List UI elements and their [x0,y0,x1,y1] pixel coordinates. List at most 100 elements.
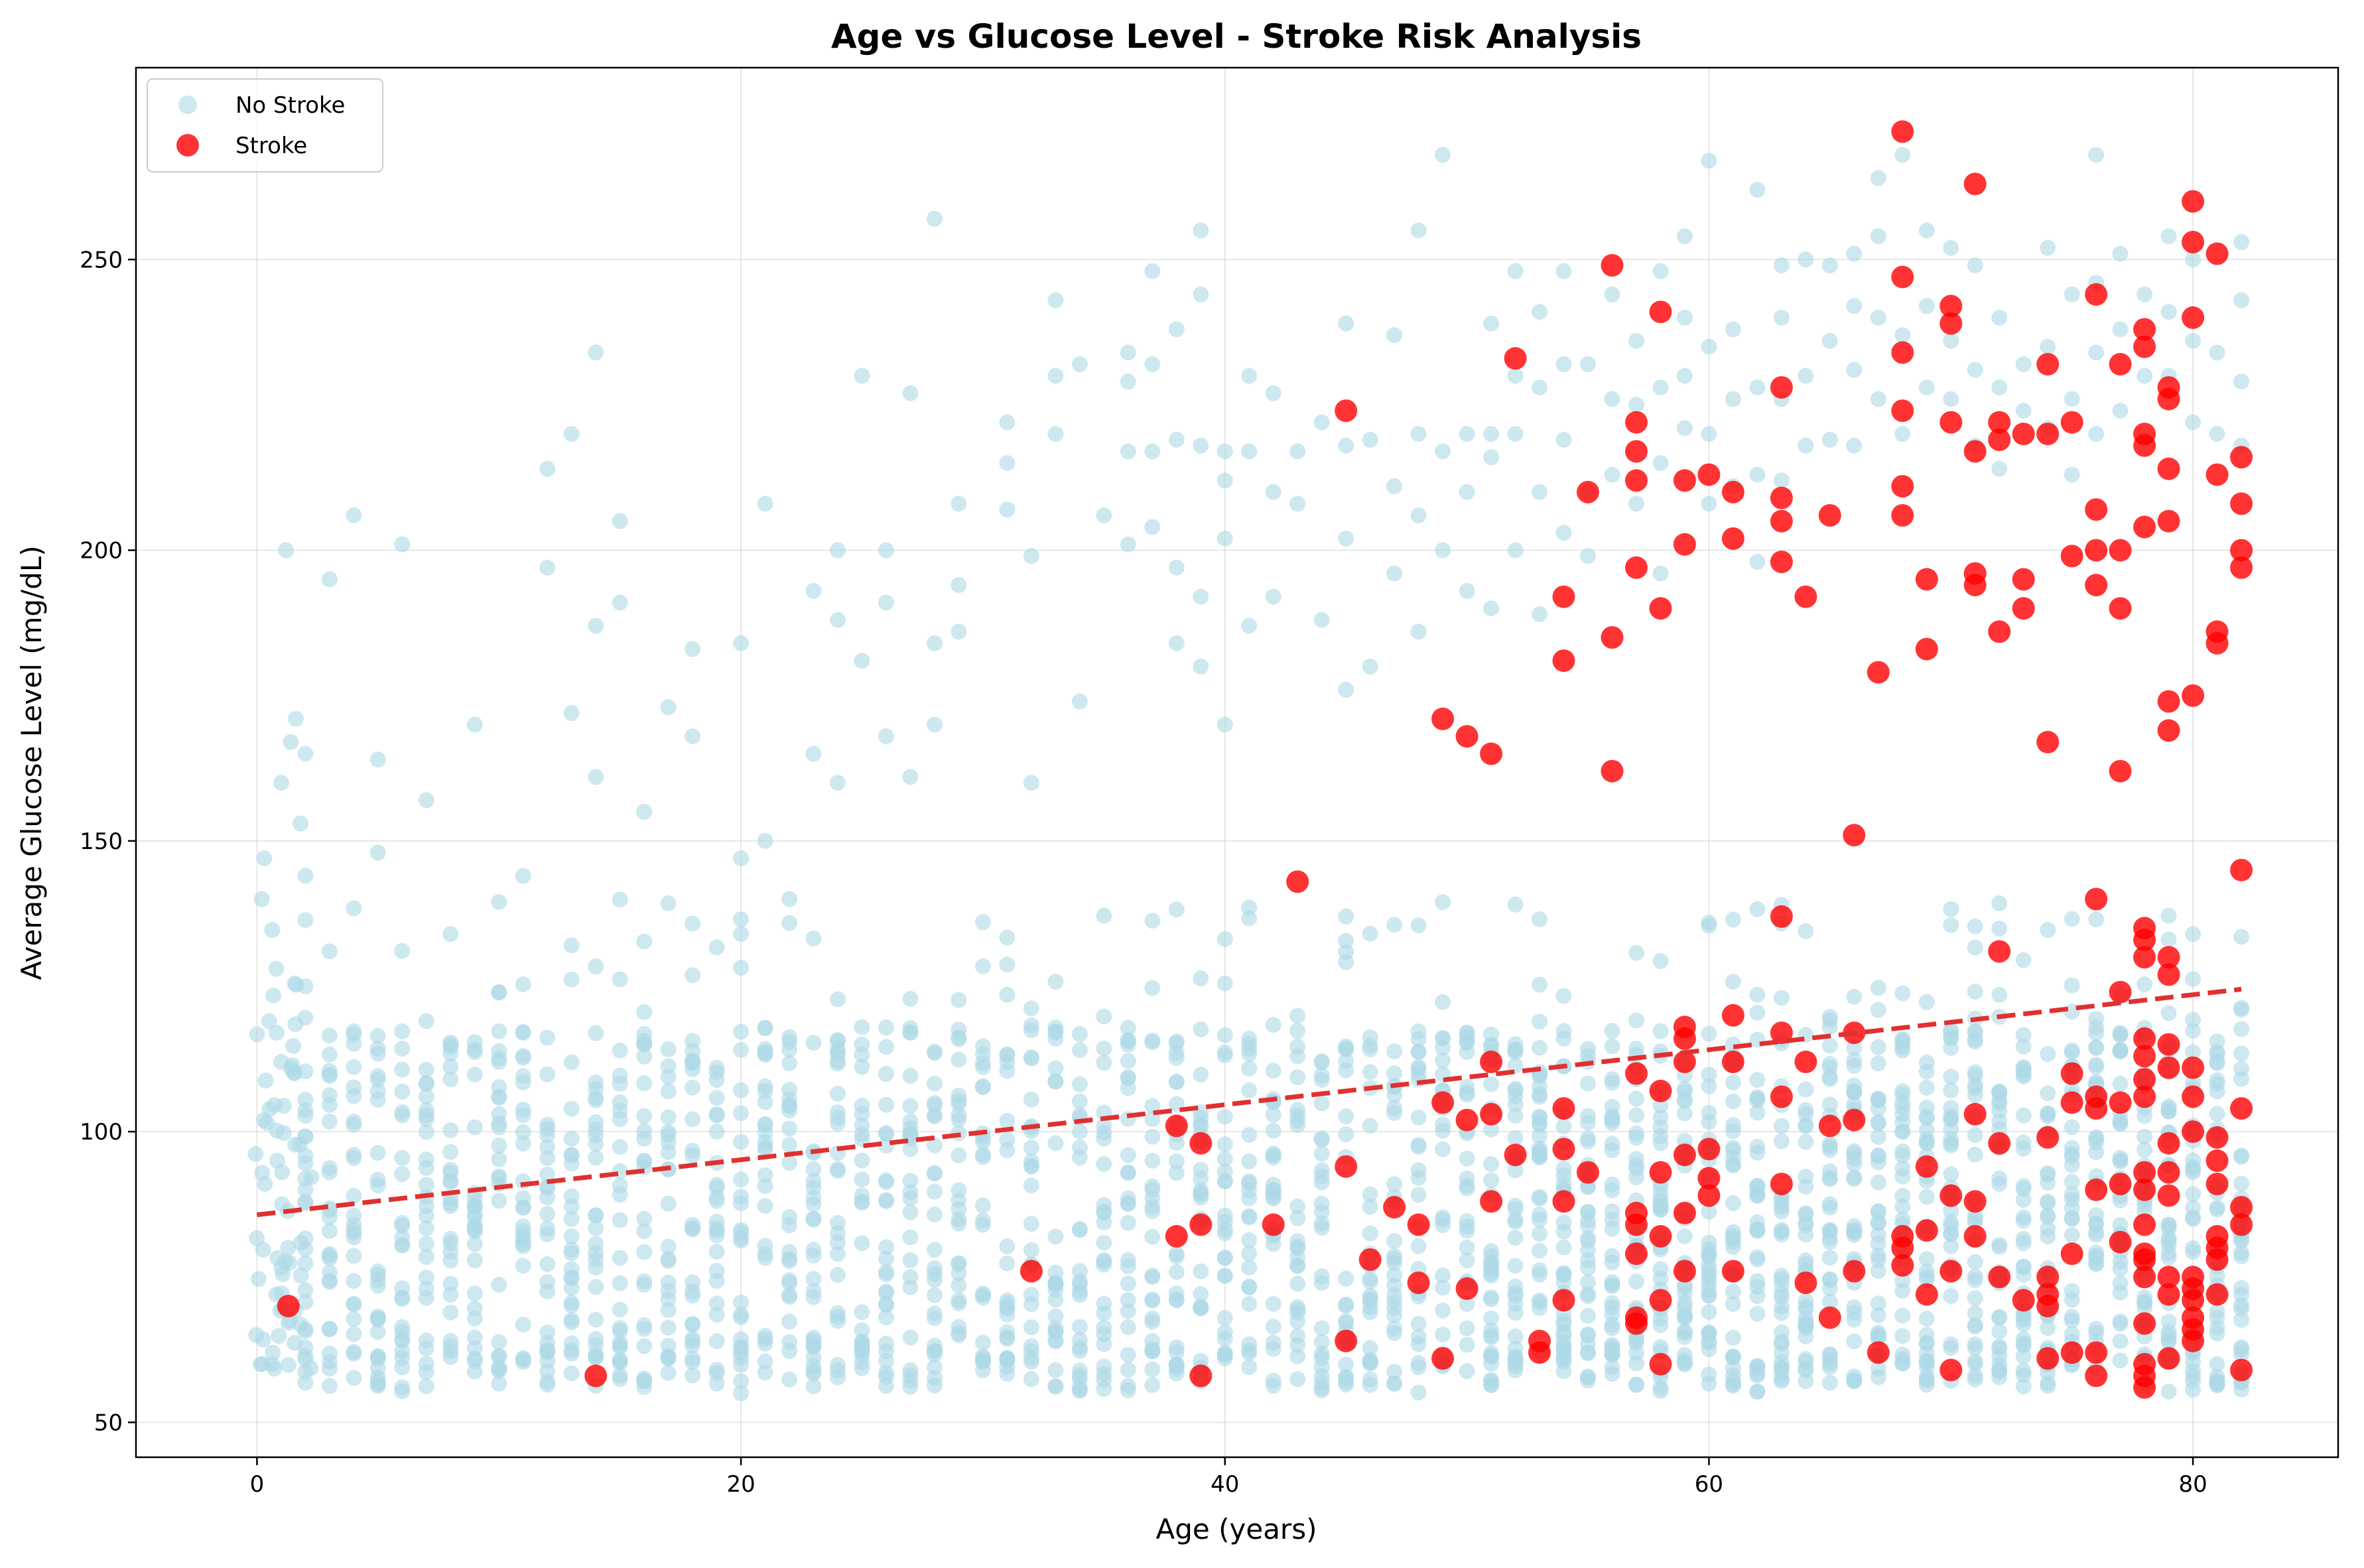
no-stroke-point [2112,1025,2129,1041]
no-stroke-point [2233,373,2250,390]
no-stroke-point [781,1137,798,1153]
no-stroke-point [927,210,943,227]
no-stroke-point [1435,147,1451,163]
no-stroke-point [1918,1327,1935,1343]
no-stroke-point [1193,1067,1209,1083]
no-stroke-point [297,1193,314,1210]
no-stroke-point [2209,1076,2225,1092]
stroke-point [1843,1108,1866,1132]
no-stroke-point [878,542,894,558]
stroke-point [1963,574,1987,597]
no-stroke-point [1120,1053,1136,1069]
no-stroke-point [733,1294,750,1311]
no-stroke-point [1459,582,1475,599]
no-stroke-point [878,1297,894,1313]
no-stroke-point [927,635,943,651]
no-stroke-point [1749,1104,1766,1121]
no-stroke-point [1894,1106,1911,1122]
no-stroke-point [1628,945,1644,961]
stroke-point [1552,585,1575,608]
no-stroke-point [1773,1224,1790,1240]
no-stroke-point [563,1054,580,1071]
no-stroke-point [321,1378,338,1394]
no-stroke-point [539,460,556,477]
no-stroke-point [1386,1105,1403,1121]
no-stroke-point [1846,245,1863,262]
no-stroke-point [1265,1319,1281,1335]
no-stroke-point [1725,1228,1741,1244]
no-stroke-point [2015,1038,2032,1055]
no-stroke-point [974,1212,991,1229]
no-stroke-point [781,1334,798,1350]
no-stroke-point [269,1025,285,1041]
no-stroke-point [902,1024,919,1041]
no-stroke-point [927,1108,943,1124]
no-stroke-point [1047,1264,1064,1281]
legend-box [147,78,383,172]
no-stroke-point [515,1258,531,1274]
no-stroke-point [442,926,459,943]
no-stroke-point [636,1338,653,1354]
no-stroke-point [1386,1267,1403,1283]
no-stroke-point [1483,1121,1500,1138]
no-stroke-point [1435,1279,1451,1296]
no-stroke-point [418,1340,434,1357]
no-stroke-point [515,1101,531,1118]
no-stroke-point [269,1152,285,1169]
no-stroke-point [757,495,773,512]
no-stroke-point [1773,472,1790,489]
no-stroke-point [1821,1280,1838,1297]
no-stroke-point [781,1209,798,1225]
no-stroke-point [1604,1278,1620,1294]
no-stroke-point [2040,1046,2056,1063]
no-stroke-point [1313,1132,1330,1148]
no-stroke-point [1676,1080,1693,1097]
stroke-point [2085,539,2108,562]
no-stroke-point [1918,1132,1935,1148]
no-stroke-point [1338,1376,1354,1393]
no-stroke-point [2136,286,2153,302]
no-stroke-point [539,1066,556,1082]
no-stroke-point [491,1023,507,1039]
no-stroke-point [951,1295,967,1311]
no-stroke-point [1943,1100,1959,1116]
no-stroke-point [1071,1076,1088,1092]
no-stroke-point [636,1108,653,1124]
no-stroke-point [951,577,967,594]
no-stroke-point [636,1223,653,1240]
no-stroke-point [2088,1039,2105,1055]
no-stroke-point [563,1345,580,1362]
no-stroke-point [781,1155,798,1171]
no-stroke-point [1676,1329,1693,1345]
stroke-point [2036,730,2060,753]
no-stroke-point [394,1083,411,1100]
no-stroke-point [1362,1371,1378,1388]
no-stroke-point [1241,1245,1258,1262]
no-stroke-point [265,987,282,1004]
no-stroke-point [1386,917,1403,933]
stroke-point [2133,946,2156,969]
stroke-point [1649,1289,1672,1312]
stroke-point [2205,463,2229,486]
stroke-point [2205,1283,2229,1306]
no-stroke-point [708,1106,725,1122]
no-stroke-point [878,1239,894,1256]
no-stroke-point [539,1206,556,1222]
no-stroke-point [1144,1128,1161,1145]
no-stroke-point [2064,1119,2080,1136]
no-stroke-point [854,1235,870,1252]
stroke-point [2085,498,2108,521]
no-stroke-point [1362,1041,1378,1058]
no-stroke-point [1652,1023,1669,1039]
no-stroke-point [281,1254,298,1271]
no-stroke-point [974,1079,991,1096]
no-stroke-point [1241,910,1258,927]
no-stroke-point [902,1068,919,1084]
stroke-point [1528,1341,1551,1364]
stroke-point [2205,242,2229,265]
no-stroke-point [1386,1325,1403,1341]
no-stroke-point [1870,1055,1886,1072]
no-stroke-point [708,1375,725,1392]
no-stroke-point [418,1177,434,1193]
no-stroke-point [1507,896,1524,913]
